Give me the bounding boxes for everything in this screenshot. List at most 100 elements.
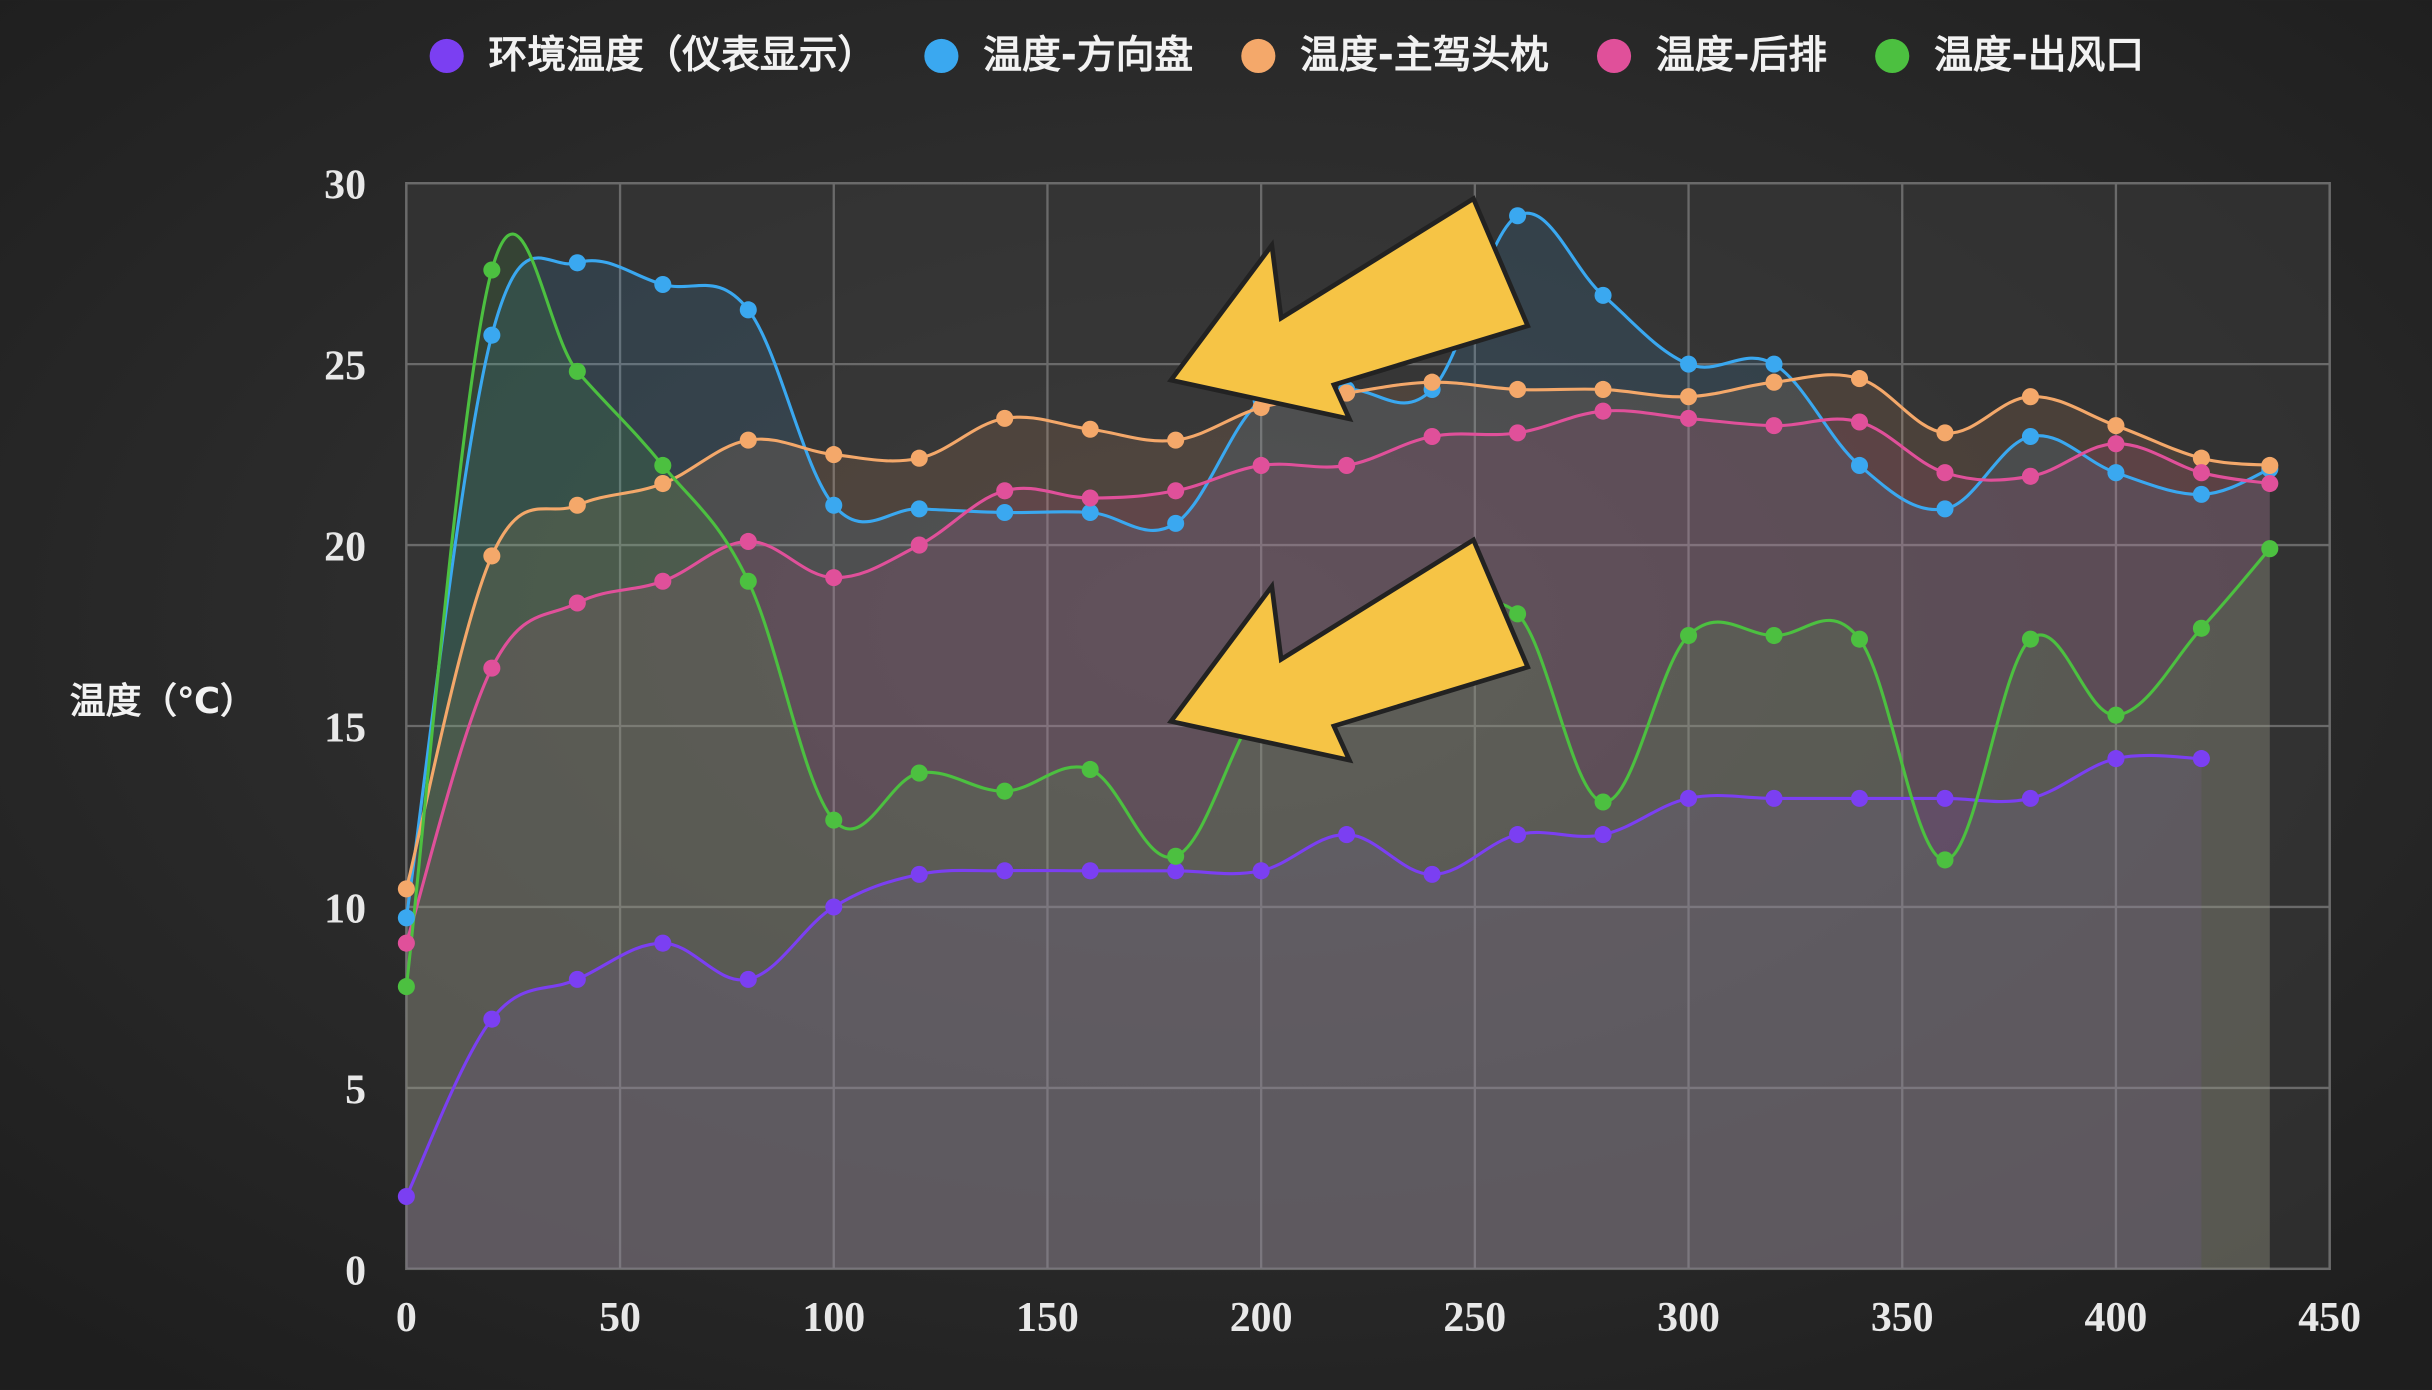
data-point: [1167, 482, 1185, 500]
data-point: [654, 456, 672, 474]
data-point: [996, 409, 1014, 427]
data-point: [1680, 789, 1698, 807]
data-point: [483, 547, 501, 565]
data-point: [2192, 485, 2210, 503]
data-point: [1594, 793, 1612, 811]
x-tick-label: 400: [2085, 1295, 2148, 1341]
data-point: [397, 934, 415, 952]
data-point: [1765, 373, 1783, 391]
data-point: [2021, 427, 2039, 446]
data-point: [1850, 630, 1869, 648]
data-point: [2107, 706, 2125, 724]
data-point: [910, 500, 928, 518]
data-point: [654, 475, 672, 493]
data-point: [2261, 475, 2279, 493]
data-point: [1936, 424, 1954, 442]
data-point: [910, 764, 928, 782]
data-point: [483, 659, 501, 677]
data-point: [397, 909, 415, 927]
y-tick-label: 20: [324, 525, 366, 571]
data-point: [1765, 355, 1783, 373]
data-point: [568, 496, 586, 514]
data-point: [568, 362, 586, 380]
x-tick-label: 150: [1016, 1295, 1079, 1341]
data-point: [1509, 424, 1527, 442]
data-point: [1252, 399, 1270, 417]
y-tick-label: 25: [324, 344, 366, 390]
data-point: [1167, 431, 1185, 449]
y-tick-label: 30: [324, 163, 366, 209]
x-tick-label: 50: [599, 1295, 641, 1341]
data-point: [996, 482, 1014, 500]
legend-label: 环境温度（仪表显示）: [489, 33, 877, 78]
y-tick-label: 5: [345, 1067, 366, 1113]
data-point: [739, 532, 757, 550]
data-point: [483, 326, 501, 344]
legend-swatch: [1241, 38, 1276, 74]
x-tick-label: 200: [1230, 1295, 1293, 1341]
series-area: [406, 374, 2270, 1269]
series-area: [406, 755, 2202, 1269]
data-point: [825, 446, 843, 464]
data-point: [2107, 435, 2125, 453]
data-point: [2021, 789, 2039, 807]
data-point: [2192, 449, 2210, 467]
data-point: [1936, 500, 1954, 518]
data-point: [825, 898, 843, 916]
x-tick-label: 250: [1443, 1295, 1506, 1341]
data-point: [825, 811, 843, 829]
data-point: [1423, 865, 1441, 883]
data-point: [825, 496, 843, 514]
data-point: [2192, 619, 2210, 637]
data-point: [2107, 464, 2125, 482]
data-point: [739, 431, 757, 449]
data-point: [825, 569, 843, 587]
data-point: [1509, 207, 1527, 225]
data-point: [1680, 388, 1698, 406]
arrow: [1166, 195, 1531, 423]
data-point: [1594, 402, 1612, 420]
data-point: [483, 1010, 501, 1028]
data-point: [1936, 464, 1954, 482]
data-point: [2107, 750, 2125, 768]
data-point: [1081, 503, 1099, 522]
data-point: [654, 934, 672, 952]
data-point: [1680, 409, 1698, 427]
data-point: [2021, 630, 2039, 648]
data-point: [1081, 862, 1099, 880]
legend-label: 温度-出风口: [1934, 33, 2144, 78]
data-point: [1850, 413, 1869, 431]
series-area: [406, 410, 2270, 1269]
data-point: [1167, 847, 1185, 865]
legend-label: 温度-后排: [1656, 33, 1827, 78]
legend-swatch: [1875, 38, 1910, 74]
data-point: [1594, 380, 1612, 398]
data-point: [397, 880, 415, 898]
data-point: [910, 449, 928, 467]
x-tick-label: 100: [802, 1295, 865, 1341]
data-point: [1850, 456, 1869, 474]
legend-swatch: [1596, 38, 1632, 74]
data-point: [397, 978, 415, 996]
data-point: [568, 594, 586, 612]
data-point: [1765, 789, 1783, 807]
legend-swatch: [924, 38, 959, 74]
arrow: [1166, 536, 1531, 764]
data-point: [1936, 851, 1954, 869]
data-point: [1423, 373, 1441, 391]
data-point: [1850, 789, 1869, 807]
data-point: [1765, 627, 1783, 645]
data-point: [1338, 826, 1356, 844]
data-point: [483, 261, 501, 279]
data-point: [2021, 388, 2039, 406]
x-tick-label: 300: [1657, 1295, 1720, 1341]
data-point: [1252, 862, 1270, 880]
data-point: [739, 970, 757, 988]
legend-label: 温度-方向盘: [983, 33, 1193, 78]
data-point: [654, 275, 672, 294]
data-point: [1252, 456, 1270, 474]
data-point: [568, 970, 586, 988]
data-point: [2261, 540, 2279, 558]
data-point: [1167, 514, 1185, 532]
